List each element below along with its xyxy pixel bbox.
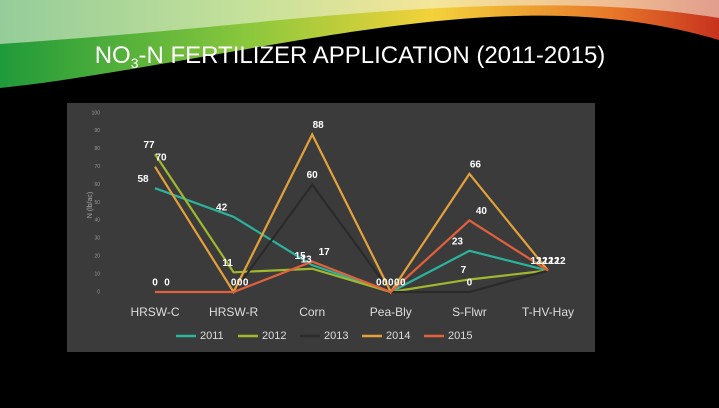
y-tick-label: 90: [94, 128, 100, 134]
data-label: 11: [222, 258, 233, 269]
x-tick-label: Pea-Bly: [370, 305, 412, 319]
y-tick-label: 0: [97, 289, 100, 295]
y-tick-label: 80: [94, 146, 100, 152]
data-label: 0: [164, 278, 170, 289]
data-label: 77: [143, 140, 155, 151]
legend-label: 2013: [324, 330, 348, 342]
title-part: NO: [95, 42, 131, 69]
y-axis-label: N (lb/ac): [87, 192, 94, 218]
x-tick-label: S-Flwr: [452, 305, 487, 319]
x-tick-label: Corn: [299, 305, 325, 319]
legend-label: 2012: [262, 330, 286, 342]
data-label: 7: [461, 265, 467, 276]
data-label: 0: [400, 278, 406, 289]
y-tick-label: 20: [94, 254, 100, 260]
data-label: 0: [243, 278, 249, 289]
data-label: 13: [301, 254, 313, 265]
y-tick-label: 60: [94, 182, 100, 188]
y-tick-label: 10: [94, 271, 100, 277]
data-label: 12: [554, 256, 566, 267]
chart-title: NO3-N FERTILIZER APPLICATION (2011-2015): [95, 42, 606, 70]
title-part: -N FERTILIZER APPLICATION (2011-2015): [138, 42, 605, 69]
y-tick-label: 70: [94, 164, 100, 170]
data-label: 58: [137, 174, 149, 185]
legend-label: 2015: [448, 330, 472, 342]
legend-label: 2011: [200, 330, 224, 342]
data-label: 0: [152, 278, 158, 289]
y-tick-label: 30: [94, 236, 100, 242]
legend-label: 2014: [386, 330, 410, 342]
data-label: 23: [452, 236, 464, 247]
data-label: 40: [476, 206, 488, 217]
y-tick-label: 40: [94, 218, 100, 224]
slide: NO3-N FERTILIZER APPLICATION (2011-2015)…: [0, 0, 719, 408]
data-label: 42: [216, 202, 228, 213]
x-tick-label: T-HV-Hay: [522, 305, 574, 319]
data-label: 17: [319, 247, 331, 258]
y-tick-label: 50: [94, 200, 100, 206]
data-label: 70: [155, 152, 167, 163]
y-tick-label: 100: [92, 110, 101, 116]
data-label: 88: [313, 120, 325, 131]
x-tick-label: HRSW-R: [209, 305, 258, 319]
page: NO3-N FERTILIZER APPLICATION (2011-2015)…: [0, 0, 719, 408]
data-label: 60: [307, 170, 319, 181]
data-label: 0: [467, 278, 473, 289]
title-subscript: 3: [131, 55, 139, 71]
data-label: 66: [470, 160, 482, 171]
x-tick-label: HRSW-C: [130, 305, 179, 319]
